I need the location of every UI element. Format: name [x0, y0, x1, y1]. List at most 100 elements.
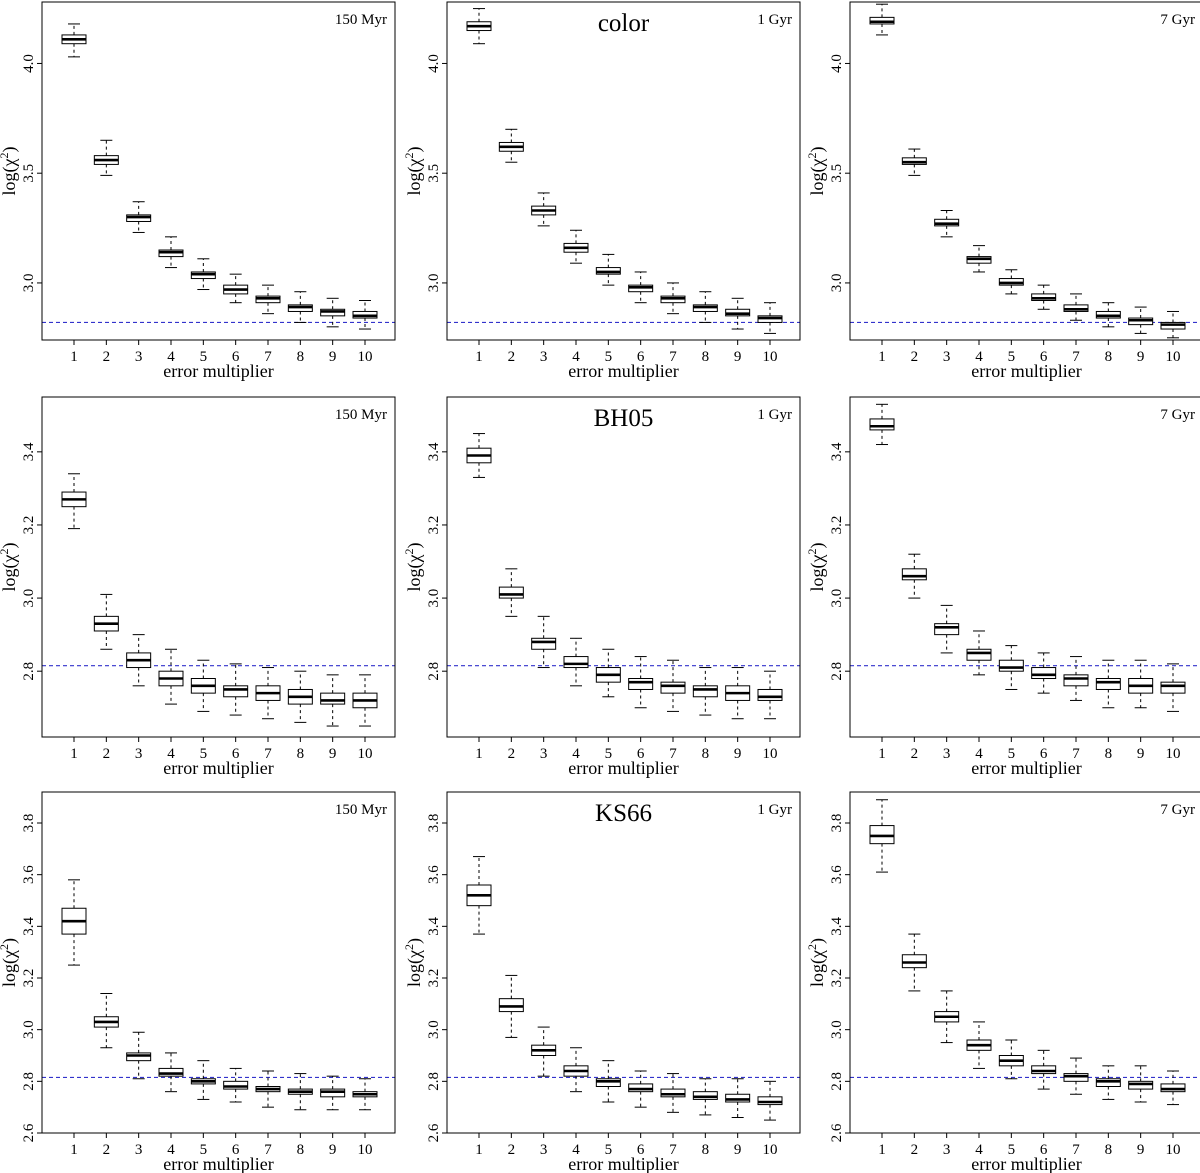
y-axis-title-end: ) — [404, 938, 425, 944]
box-6 — [1031, 652, 1057, 694]
age-label: 150 Myr — [335, 407, 387, 423]
x-tick-label: 8 — [702, 1142, 710, 1158]
y-axis-title: log(χ2) — [0, 543, 20, 592]
y-tick-label: 3.0 — [829, 1020, 845, 1039]
plot-frame — [41, 396, 396, 738]
y-tick-label: 3.8 — [426, 814, 442, 833]
box-8 — [692, 291, 718, 323]
x-tick-label: 1 — [878, 1142, 886, 1158]
y-tick-label: 2.8 — [21, 1072, 37, 1091]
age-label: 7 Gyr — [1160, 407, 1195, 423]
box-7 — [1063, 656, 1089, 701]
x-tick-label: 4 — [975, 746, 983, 762]
box-1 — [61, 473, 87, 530]
x-tick-label: 1 — [878, 746, 886, 762]
box-8 — [287, 1073, 313, 1111]
iqr-box — [628, 678, 654, 690]
x-tick-label: 2 — [508, 746, 516, 762]
x-axis-title: error multiplier — [163, 758, 273, 778]
age-label: 7 Gyr — [1160, 802, 1195, 818]
x-tick-label: 2 — [911, 746, 919, 762]
x-tick-label: 6 — [637, 746, 645, 762]
x-tick-label: 3 — [943, 746, 951, 762]
box-1 — [61, 23, 87, 58]
box-8 — [287, 291, 313, 323]
y-axis-title: log(χ2) — [805, 938, 828, 987]
x-tick-label: 10 — [763, 746, 778, 762]
box-7 — [255, 1070, 281, 1108]
box-10 — [757, 670, 783, 720]
box-7 — [255, 284, 281, 315]
box-7 — [1063, 1057, 1089, 1095]
x-tick-label: 4 — [572, 746, 580, 762]
plot-frame — [41, 791, 396, 1134]
y-tick-label: 3.2 — [21, 969, 37, 988]
x-tick-label: 7 — [1072, 349, 1080, 365]
x-tick-label: 1 — [475, 746, 483, 762]
x-tick-label: 2 — [508, 349, 516, 365]
x-axis-title: error multiplier — [568, 758, 678, 778]
row-title: color — [598, 10, 650, 37]
y-tick-label: 3.5 — [829, 164, 845, 183]
box-3 — [934, 990, 960, 1044]
x-tick-label: 4 — [167, 1142, 175, 1158]
box-9 — [1128, 306, 1154, 334]
y-axis-title-end: ) — [0, 543, 20, 549]
y-axis-title-base: log(χ — [807, 950, 828, 987]
y-axis-title-sup: 2 — [402, 153, 416, 159]
x-tick-label: 8 — [1105, 1142, 1113, 1158]
box-8 — [287, 670, 313, 723]
x-tick-label: 7 — [264, 1142, 272, 1158]
y-tick-label: 2.8 — [426, 662, 442, 681]
box-3 — [934, 210, 960, 238]
y-axis-title-base: log(χ — [0, 950, 20, 987]
iqr-box — [869, 418, 895, 431]
y-axis-title: log(χ2) — [805, 543, 828, 592]
y-tick-label: 3.0 — [829, 589, 845, 608]
age-label: 1 Gyr — [757, 12, 792, 28]
y-tick-label: 3.4 — [21, 916, 37, 935]
box-3 — [126, 634, 152, 687]
panel-2: 1 2 3 4 5 6 7 8 9 10 3.0 3.5 4.0 error multiplier log(… — [402, 1, 801, 381]
y-axis-title: log(χ2) — [805, 147, 828, 196]
x-tick-label: 10 — [763, 1142, 778, 1158]
box-5 — [595, 1060, 621, 1103]
box-2 — [498, 974, 524, 1038]
x-tick-label: 5 — [200, 349, 208, 365]
panel-9: 1 2 3 4 5 6 7 8 9 10 2.6 2.8 3.0 3.2 3.4 3.6 3.8 error mu… — [805, 791, 1200, 1173]
x-tick-label: 8 — [297, 349, 305, 365]
y-tick-label: 3.2 — [829, 516, 845, 535]
y-axis-title-sup: 2 — [0, 944, 11, 950]
y-axis-title-base: log(χ — [0, 158, 20, 195]
y-tick-label: 2.6 — [829, 1123, 845, 1142]
x-tick-label: 6 — [1040, 1142, 1048, 1158]
box-1 — [61, 879, 87, 966]
y-tick-label: 3.0 — [426, 1020, 442, 1039]
x-tick-label: 7 — [264, 746, 272, 762]
iqr-box — [1160, 681, 1186, 694]
box-2 — [901, 933, 927, 992]
y-tick-label: 4.0 — [829, 54, 845, 73]
x-axis-title: error multiplier — [163, 1154, 273, 1173]
x-tick-label: 3 — [135, 349, 143, 365]
box-7 — [660, 282, 686, 315]
x-tick-label: 9 — [329, 349, 337, 365]
x-tick-label: 7 — [1072, 746, 1080, 762]
y-axis-title-sup: 2 — [0, 153, 11, 159]
y-axis-title: log(χ2) — [402, 938, 425, 987]
y-axis-title-end: ) — [0, 147, 20, 153]
iqr-box — [934, 623, 960, 636]
y-tick-label: 3.4 — [426, 916, 442, 935]
box-1 — [466, 8, 492, 45]
x-tick-label: 6 — [1040, 746, 1048, 762]
panel-1: 1 2 3 4 5 6 7 8 9 10 3.0 3.5 4.0 error multiplier log(… — [0, 1, 396, 381]
box-6 — [223, 1067, 249, 1103]
iqr-box — [1063, 674, 1089, 687]
x-tick-label: 3 — [135, 746, 143, 762]
x-tick-label: 4 — [572, 1142, 580, 1158]
x-tick-label: 2 — [911, 1142, 919, 1158]
x-tick-label: 1 — [878, 349, 886, 365]
box-10 — [757, 1080, 783, 1121]
plot-frame — [446, 1, 801, 341]
iqr-box — [1095, 678, 1121, 690]
